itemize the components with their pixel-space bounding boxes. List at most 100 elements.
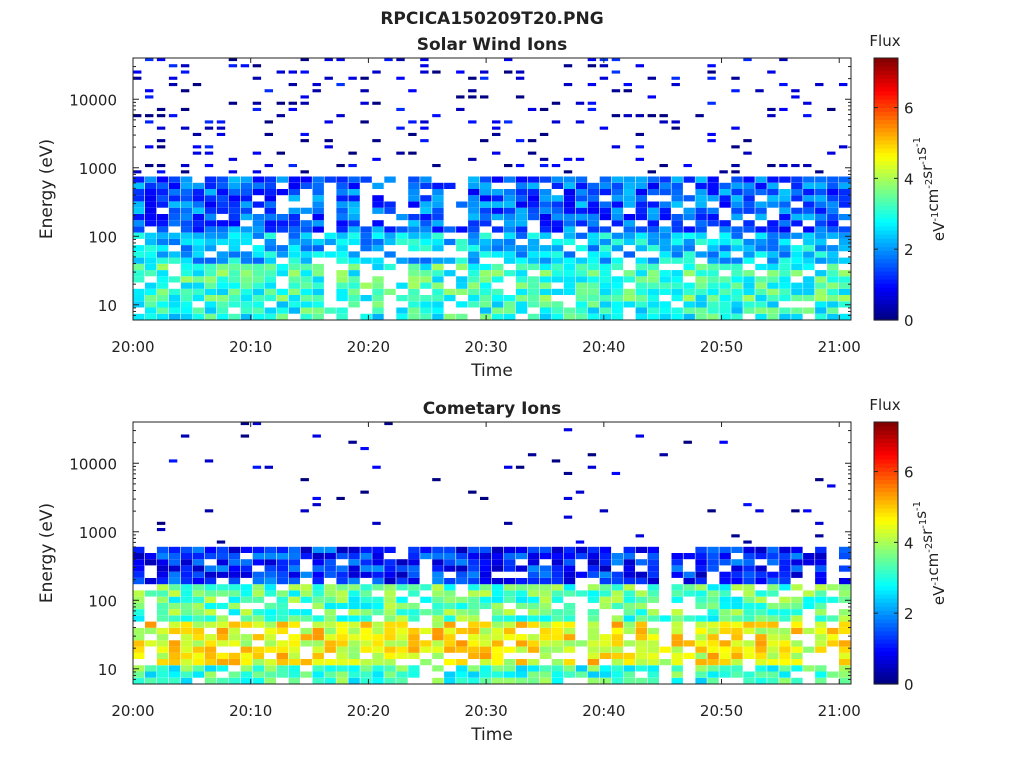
spectrogram-cell bbox=[791, 621, 803, 628]
spectrogram-cell bbox=[145, 282, 157, 289]
spectrogram-cell bbox=[432, 70, 441, 74]
spectrogram-cell bbox=[192, 226, 205, 233]
spectrogram-cell bbox=[599, 282, 612, 289]
spectrogram-cell bbox=[456, 640, 468, 647]
spectrogram-cell bbox=[731, 609, 743, 616]
spectrogram-cell bbox=[432, 276, 444, 283]
spectrogram-cell bbox=[444, 553, 456, 560]
spectrogram-cell bbox=[408, 270, 420, 277]
spectrogram-cell bbox=[468, 646, 480, 653]
spectrogram-cell bbox=[815, 220, 827, 227]
spectrogram-cell bbox=[791, 251, 803, 258]
y-tick-label: 100 bbox=[88, 228, 117, 246]
spectrogram-cell bbox=[551, 101, 561, 105]
spectrogram-cell bbox=[133, 214, 145, 221]
spectrogram-cell bbox=[288, 546, 300, 553]
spectrogram-cell bbox=[348, 232, 360, 239]
spectrogram-cell bbox=[635, 602, 647, 610]
spectrogram-cell bbox=[264, 214, 276, 221]
colorbar-swatch bbox=[874, 62, 898, 67]
spectrogram-cell bbox=[408, 282, 420, 289]
spectrogram-cell bbox=[635, 615, 647, 622]
spectrogram-cell bbox=[264, 120, 273, 124]
spectrogram-cell bbox=[456, 565, 468, 572]
spectrogram-cell bbox=[180, 126, 190, 130]
spectrogram-cell bbox=[372, 565, 384, 572]
spectrogram-cell bbox=[312, 214, 324, 221]
spectrogram-cell bbox=[384, 652, 396, 659]
spectrogram-cell bbox=[432, 646, 444, 653]
spectrogram-cell bbox=[300, 220, 312, 227]
spectrogram-cell bbox=[264, 640, 276, 647]
spectrogram-cell bbox=[659, 257, 671, 264]
spectrogram-cell bbox=[623, 182, 635, 189]
spectrogram-cell bbox=[192, 232, 205, 239]
spectrogram-cell bbox=[504, 307, 516, 314]
spectrogram-cell bbox=[348, 220, 360, 227]
spectrogram-cell bbox=[228, 64, 238, 68]
spectrogram-cell bbox=[240, 176, 253, 183]
spectrogram-cell bbox=[228, 590, 241, 597]
spectrogram-cell bbox=[492, 201, 504, 208]
spectrogram-cell bbox=[827, 307, 839, 314]
spectrogram-cell bbox=[527, 565, 540, 572]
spectrogram-cell bbox=[659, 176, 671, 183]
colorbar-swatch bbox=[874, 315, 898, 321]
spectrogram-cell bbox=[539, 313, 552, 320]
spectrogram-cell bbox=[372, 652, 384, 659]
spectrogram-cell bbox=[599, 288, 612, 295]
axes-frame bbox=[132, 57, 852, 321]
spectrogram-cell bbox=[156, 195, 169, 202]
spectrogram-cell bbox=[372, 596, 384, 603]
spectrogram-cell bbox=[133, 578, 145, 585]
spectrogram-cell bbox=[156, 189, 169, 196]
x-tick-label: 20:40 bbox=[582, 702, 625, 720]
spectrogram-cell bbox=[420, 276, 432, 283]
spectrogram-cell bbox=[707, 640, 719, 647]
spectrogram-cell bbox=[300, 659, 312, 666]
spectrogram-cell bbox=[468, 95, 477, 99]
spectrogram-cell bbox=[515, 634, 528, 641]
spectrogram-cell bbox=[252, 176, 265, 183]
spectrogram-cell bbox=[156, 640, 169, 647]
spectrogram-cell bbox=[695, 652, 707, 659]
spectrogram-cell bbox=[767, 571, 779, 578]
spectrogram-cell bbox=[635, 652, 647, 659]
spectrogram-cell bbox=[300, 257, 312, 264]
spectrogram-cell bbox=[492, 195, 504, 202]
spectrogram-cell bbox=[396, 295, 408, 302]
spectrogram-cell bbox=[791, 559, 803, 566]
spectrogram-cell bbox=[336, 665, 348, 672]
spectrogram-cell bbox=[707, 295, 719, 302]
spectrogram-cell bbox=[444, 288, 456, 295]
spectrogram-cell bbox=[719, 609, 731, 616]
spectrogram-cell bbox=[312, 496, 321, 500]
spectrogram-cell bbox=[336, 207, 348, 214]
spectrogram-cell bbox=[312, 546, 324, 553]
spectrogram-cell bbox=[659, 182, 671, 189]
spectrogram-cell bbox=[240, 571, 253, 578]
spectrogram-cell bbox=[336, 220, 348, 227]
spectrogram-cell bbox=[348, 164, 357, 168]
spectrogram-cell bbox=[312, 307, 324, 314]
spectrogram-cell bbox=[683, 245, 695, 252]
spectrogram-cell bbox=[671, 220, 683, 227]
spectrogram-cell bbox=[432, 313, 444, 320]
spectrogram-cell bbox=[539, 226, 552, 233]
spectrogram-cell bbox=[695, 615, 707, 622]
spectrogram-cell bbox=[695, 565, 707, 572]
spectrogram-cell bbox=[300, 671, 312, 678]
spectrogram-cell bbox=[300, 553, 312, 560]
spectrogram-cell bbox=[515, 214, 528, 221]
spectrogram-cell bbox=[743, 602, 755, 610]
spectrogram-cell bbox=[683, 615, 695, 622]
spectrogram-cell bbox=[276, 245, 288, 252]
spectrogram-cell bbox=[456, 201, 468, 208]
spectrogram-cell bbox=[719, 646, 731, 653]
spectrogram-cell bbox=[755, 546, 767, 553]
spectrogram-cell bbox=[563, 665, 576, 672]
spectrogram-cell bbox=[348, 640, 360, 647]
spectrogram-cell bbox=[527, 640, 540, 647]
spectrogram-cell bbox=[312, 220, 324, 227]
spectrogram-cell bbox=[216, 288, 229, 295]
